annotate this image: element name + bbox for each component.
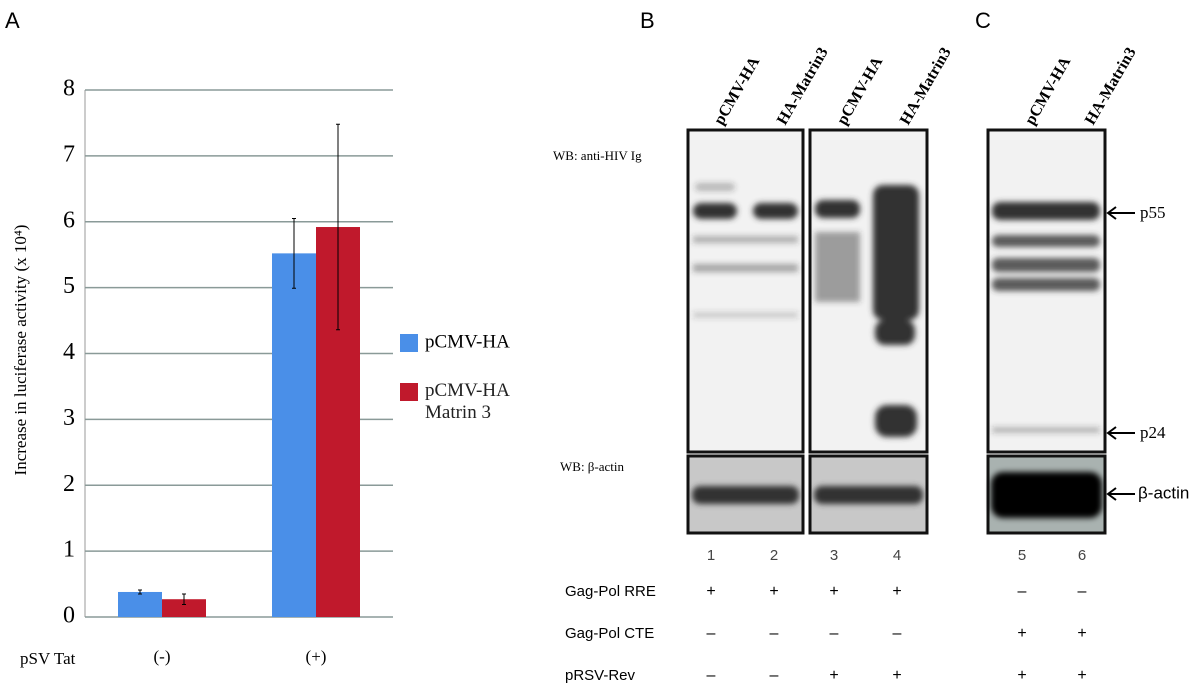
band [693,203,737,219]
lane-number: 5 [1018,547,1026,564]
y-tick-label: 4 [63,339,75,365]
lane-number: 1 [707,547,715,564]
band [992,202,1100,220]
blot-box [686,128,805,454]
marker-label: p24 [1140,423,1166,442]
band [692,486,799,504]
condition-sign: – [1078,583,1087,600]
y-tick-label: 8 [63,76,75,102]
band [695,183,735,191]
condition-sign: – [770,667,779,684]
error-bar [138,589,142,595]
lane-number: 6 [1078,547,1086,564]
legend-label: pCMV-HA Matrin 3 [425,380,509,423]
error-bar [292,217,296,289]
condition-label: Gag-Pol RRE [565,583,656,600]
band [992,258,1100,272]
lane-number: 2 [770,547,778,564]
bar [118,591,162,617]
band [992,427,1100,433]
condition-sign: – [770,625,779,642]
marker-label: β-actin [1138,483,1189,502]
condition-sign: + [892,583,901,600]
condition-sign: – [893,625,902,642]
x-tick-label: (+) [306,647,327,666]
y-tick-label: 2 [63,471,75,497]
panel-letter: C [975,8,991,33]
y-tick-label: 5 [63,273,75,299]
lane-label: pCMV-HA [1022,54,1075,128]
legend-label: pCMV-HA [425,331,510,352]
band [814,486,923,504]
condition-label: pRSV-Rev [565,667,636,684]
band [991,472,1102,518]
y-tick-label: 7 [63,141,75,167]
band [875,320,915,345]
arrow [1106,206,1135,220]
lane-label: HA-Matrin3 [897,45,955,128]
condition-sign: + [1017,625,1026,642]
condition-label: Gag-Pol CTE [565,625,654,642]
y-tick-label: 3 [63,405,75,431]
band [693,264,798,272]
condition-sign: – [830,625,839,642]
legend-swatch [400,383,418,401]
y-tick-label: 0 [63,603,75,629]
condition-sign: + [706,583,715,600]
lane-label: pCMV-HA [834,54,887,128]
x-axis-label: pSV Tat [20,649,76,668]
condition-sign: + [829,583,838,600]
error-bar [182,593,186,605]
panel-letter: A [5,8,20,33]
panel-letter: B [640,8,655,33]
condition-sign: + [769,583,778,600]
y-tick-label: 1 [63,537,75,563]
lane-number: 3 [830,547,838,564]
lane-label: HA-Matrin3 [774,45,832,128]
condition-sign: + [829,667,838,684]
marker-label: p55 [1140,203,1166,222]
condition-sign: + [1077,667,1086,684]
band [693,312,798,318]
lane-number: 4 [893,547,901,564]
condition-sign: + [1017,667,1026,684]
error-bar [336,123,340,331]
condition-sign: + [892,667,901,684]
band [815,232,860,302]
x-tick-label: (-) [154,647,171,666]
band [873,185,919,320]
y-tick-label: 6 [63,207,75,233]
lane-label: HA-Matrin3 [1082,45,1140,128]
condition-sign: – [707,625,716,642]
band [753,203,798,219]
condition-sign: – [1018,583,1027,600]
bar [272,253,316,617]
band [992,235,1100,247]
arrow [1106,426,1135,440]
bands [692,183,1102,518]
band [992,278,1100,291]
wb-label: WB: anti-HIV Ig [553,148,642,163]
condition-sign: + [1077,625,1086,642]
wb-label: WB: β-actin [560,459,625,474]
band [875,405,917,437]
legend-swatch [400,334,418,352]
lane-label: pCMV-HA [711,54,764,128]
y-axis-label: Increase in luciferase activity (x 10⁴) [11,225,30,476]
bar [162,599,206,617]
condition-sign: – [707,667,716,684]
arrow [1106,487,1135,501]
arrows [1106,206,1135,501]
band [815,200,860,218]
band [693,236,798,243]
